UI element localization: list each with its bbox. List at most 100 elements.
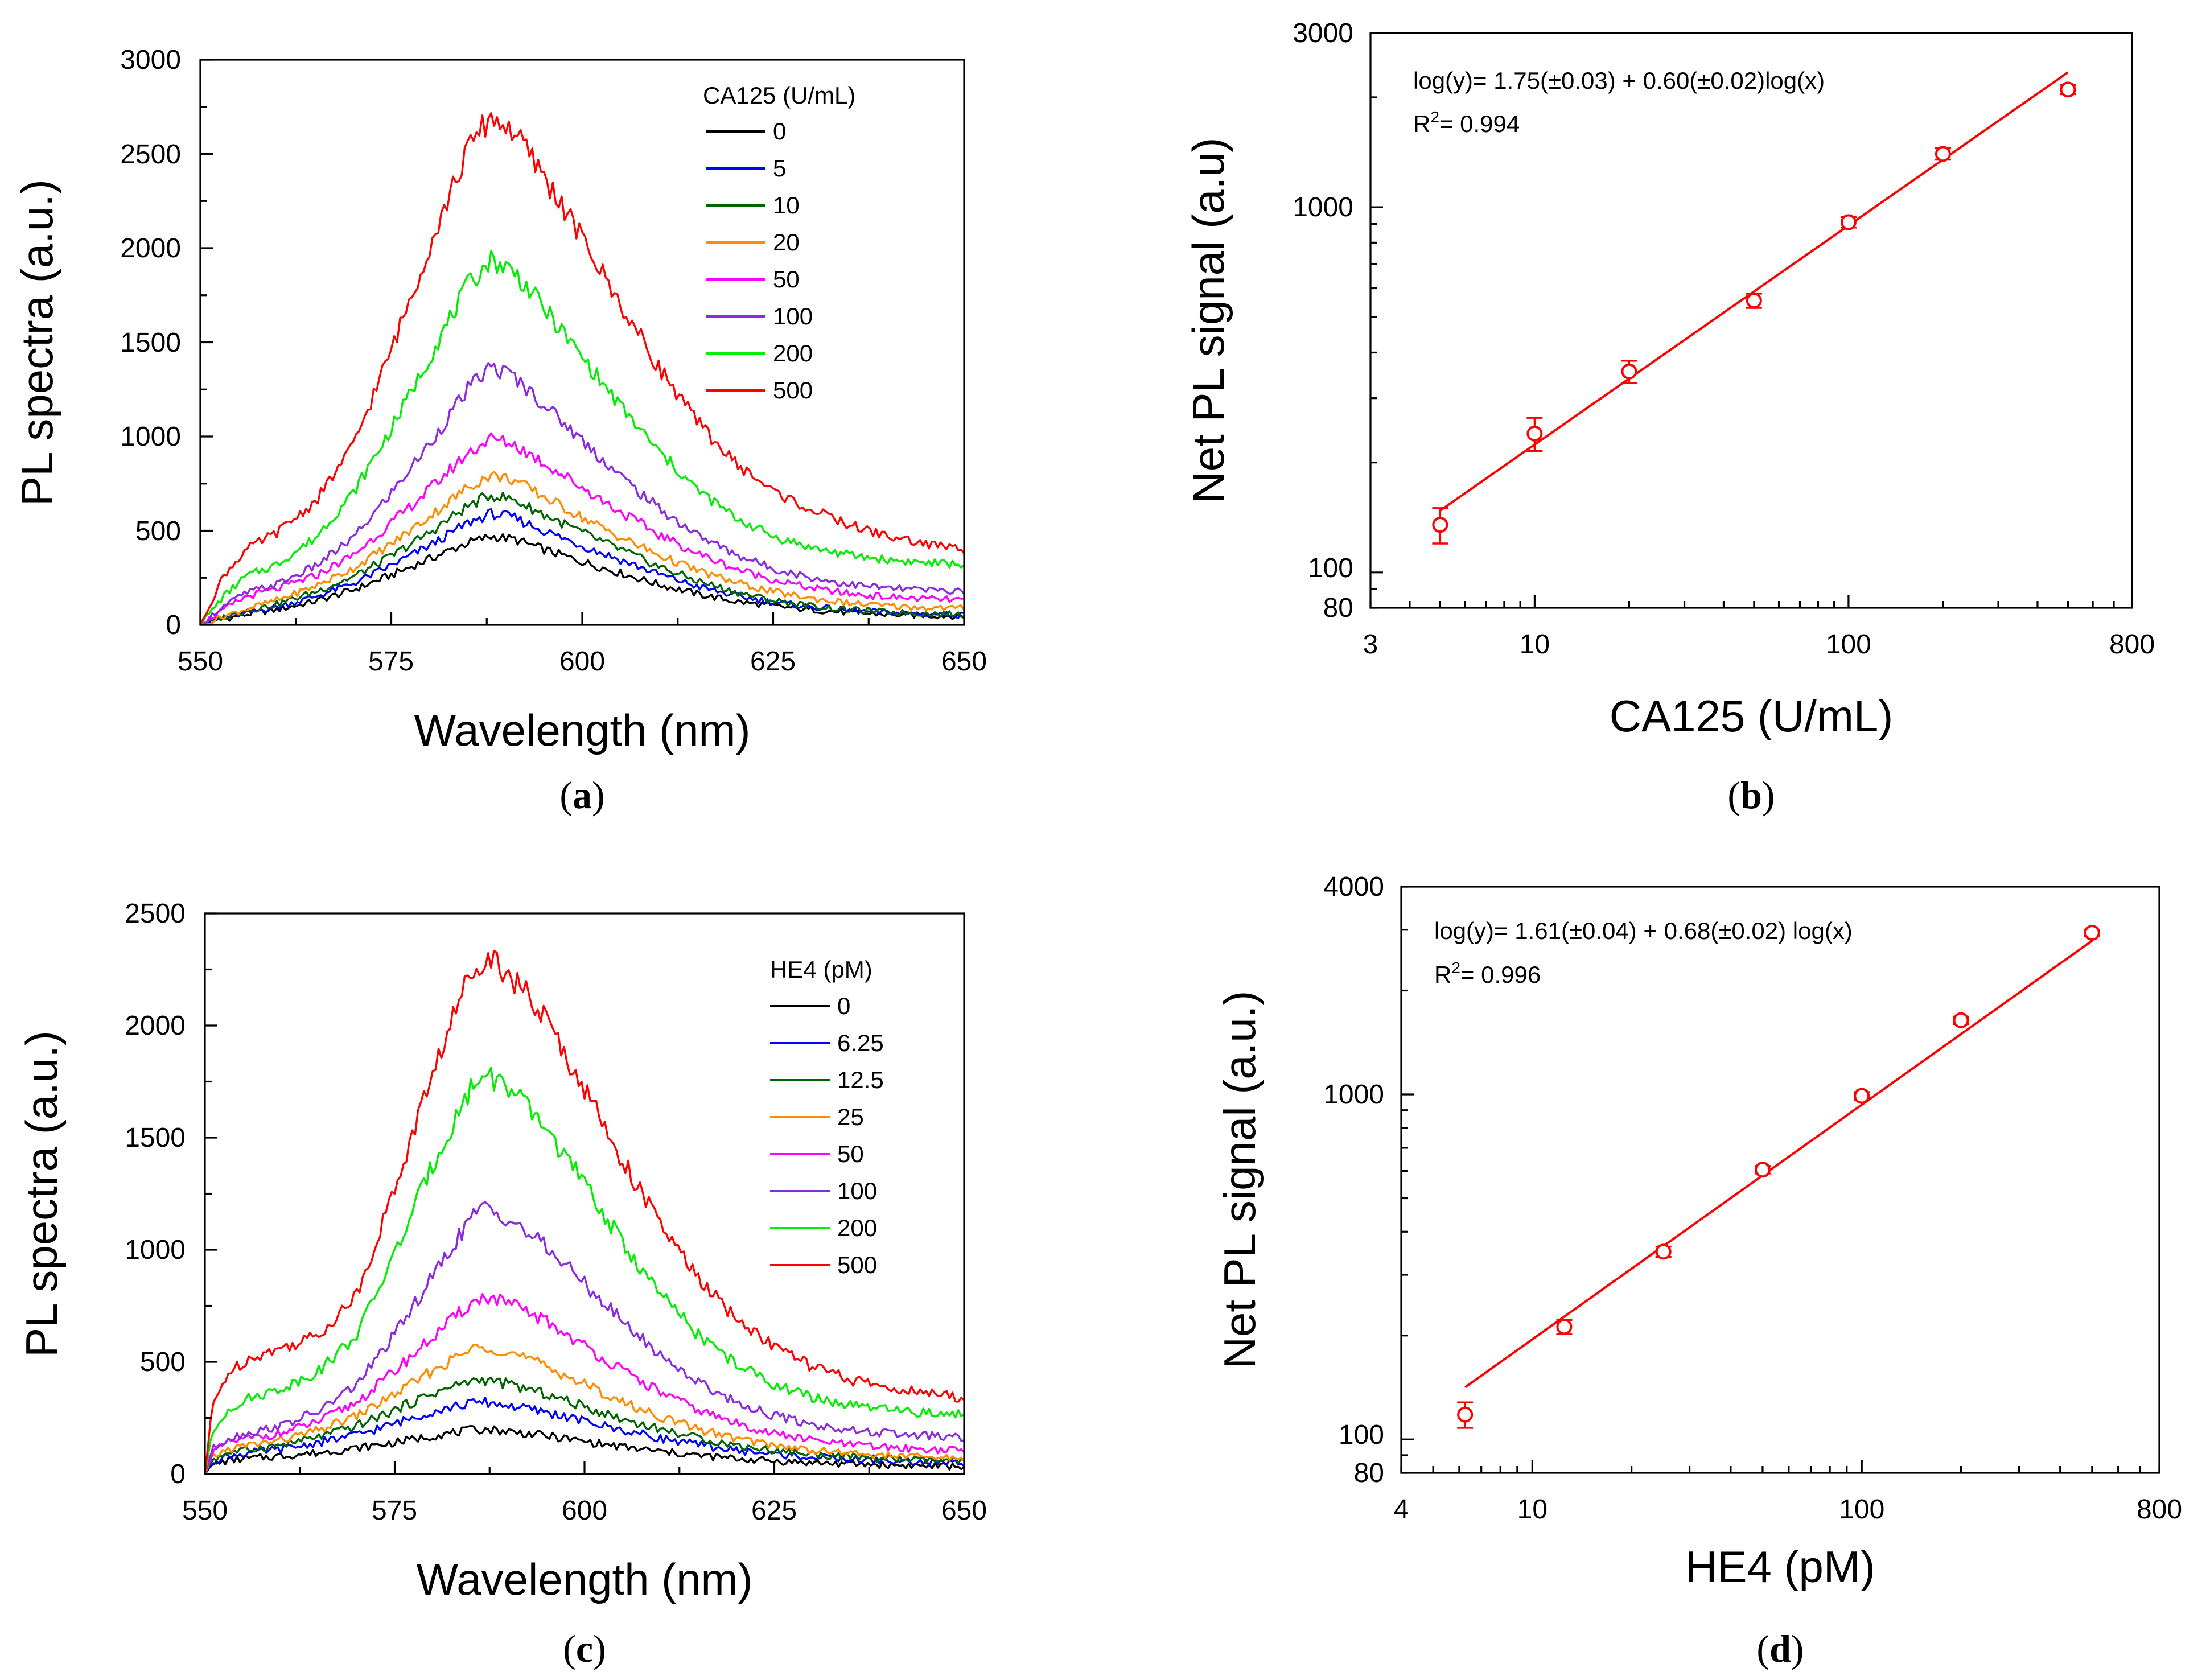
fit-line bbox=[1464, 940, 2093, 1389]
y-tick-label: 100 bbox=[1308, 553, 1353, 583]
data-point bbox=[2060, 81, 2076, 98]
series-line-0 bbox=[204, 1424, 965, 1475]
y-tick-labels-d: 80 100 1000 4000 bbox=[1323, 872, 1384, 1488]
legend-label: 500 bbox=[773, 377, 813, 403]
fit-line-b bbox=[1439, 71, 2069, 512]
r-squared-d: R2= 0.996 bbox=[1434, 959, 1541, 988]
series-line-25 bbox=[204, 1344, 965, 1475]
y-tick-labels-b: 80 100 1000 3000 bbox=[1293, 18, 1353, 623]
data-point bbox=[1754, 1162, 1771, 1178]
legend-label: 10 bbox=[773, 192, 800, 219]
x-tick-label: 800 bbox=[2137, 1494, 2182, 1525]
series-line-50 bbox=[204, 1293, 965, 1475]
y-tick-labels-a: 0 500 1000 1500 2000 2500 3000 bbox=[120, 45, 181, 640]
x-tick-labels-a: 550 575 600 625 650 bbox=[178, 647, 987, 677]
legend-label: 50 bbox=[837, 1140, 864, 1167]
x-axis-label-d: HE4 (pM) bbox=[1685, 1542, 1875, 1592]
data-point bbox=[1854, 1088, 1870, 1104]
x-tick-labels-b: 3 10 100 800 bbox=[1363, 629, 2155, 660]
y-tick-label: 1000 bbox=[1293, 192, 1353, 223]
y-tick-label: 1500 bbox=[120, 328, 181, 358]
series-line-200 bbox=[199, 249, 965, 626]
y-tick-label: 3000 bbox=[120, 45, 181, 75]
panel-letter-c: c bbox=[576, 1627, 593, 1670]
y-tick-labels-c: 0 500 1000 1500 2000 2500 bbox=[125, 899, 186, 1489]
legend-title: HE4 (pM) bbox=[770, 956, 872, 983]
plot-frame-b bbox=[1369, 32, 2133, 609]
y-tick-label: 1000 bbox=[1323, 1080, 1384, 1110]
data-point bbox=[2084, 925, 2100, 941]
r2-prefix: R bbox=[1434, 961, 1451, 988]
y-tick-label: 100 bbox=[1339, 1420, 1384, 1450]
legend-label: 200 bbox=[773, 340, 813, 367]
y-tick-label: 0 bbox=[166, 610, 181, 640]
x-tick-label: 3 bbox=[1363, 629, 1378, 660]
x-axis-label-a: Wavelength (nm) bbox=[414, 705, 751, 755]
x-tick-labels-c: 550 575 600 625 650 bbox=[182, 1496, 987, 1526]
data-point bbox=[1655, 1243, 1672, 1260]
data-point bbox=[1556, 1319, 1573, 1335]
y-axis-label-d: Net PL signal (a.u.) bbox=[1215, 991, 1265, 1369]
x-tick-label: 800 bbox=[2109, 629, 2155, 660]
r2-prefix: R bbox=[1413, 110, 1430, 137]
legend-label: 6.25 bbox=[837, 1030, 884, 1056]
fit-equation-b: log(y)= 1.75(±0.03) + 0.60(±0.02)log(x) bbox=[1413, 67, 1825, 94]
y-axis-label-c: PL spectra (a.u.) bbox=[17, 1031, 67, 1357]
panel-b: 3 10 100 800 80 100 1000 3000 CA125 (U/m… bbox=[1183, 18, 2155, 817]
fit-equation-d: log(y)= 1.61(±0.04) + 0.68(±0.02) log(x) bbox=[1434, 917, 1853, 944]
axis-ticks-a bbox=[199, 59, 965, 626]
series-line-100 bbox=[199, 362, 965, 626]
axis-ticks-d bbox=[1400, 886, 2160, 1474]
y-axis-label-a: PL spectra (a.u.) bbox=[12, 179, 62, 506]
panel-label-c: (c) bbox=[563, 1627, 606, 1670]
data-points-b bbox=[1432, 81, 2076, 545]
series-line-50 bbox=[200, 432, 965, 626]
y-tick-label: 1000 bbox=[125, 1235, 186, 1265]
panel-label-b: (b) bbox=[1727, 773, 1775, 817]
x-tick-label: 4 bbox=[1394, 1494, 1409, 1525]
r2-value: = 0.994 bbox=[1439, 110, 1520, 137]
x-axis-label-c: Wavelength (nm) bbox=[417, 1554, 753, 1604]
x-axis-label-b: CA125 (U/mL) bbox=[1610, 691, 1893, 741]
legend-c: HE4 (pM) 0 6.25 12.5 25 50 100 200 500 bbox=[770, 956, 884, 1278]
y-tick-label: 3000 bbox=[1293, 18, 1353, 48]
x-tick-label: 625 bbox=[751, 1496, 797, 1526]
y-tick-label: 2000 bbox=[125, 1011, 186, 1041]
data-point bbox=[1457, 1406, 1474, 1423]
y-tick-label: 500 bbox=[140, 1347, 186, 1377]
legend-label: 20 bbox=[773, 229, 800, 256]
legend-label: 50 bbox=[773, 266, 800, 293]
panel-letter-b: b bbox=[1740, 773, 1762, 817]
series-line-12.5 bbox=[204, 1376, 965, 1475]
y-tick-label: 80 bbox=[1323, 593, 1353, 623]
legend-label: 100 bbox=[837, 1177, 877, 1204]
x-tick-label: 600 bbox=[562, 1496, 607, 1526]
x-tick-label: 100 bbox=[1826, 629, 1871, 660]
x-tick-label: 10 bbox=[1517, 1494, 1548, 1525]
series-line-0 bbox=[200, 533, 965, 626]
legend-label: 25 bbox=[837, 1103, 864, 1130]
data-point bbox=[1746, 293, 1762, 309]
series-line-500 bbox=[199, 112, 965, 625]
data-points-d bbox=[1457, 925, 2100, 1429]
y-tick-label: 1000 bbox=[120, 422, 181, 452]
x-tick-label: 650 bbox=[941, 647, 987, 677]
fit-line-d bbox=[1464, 940, 2093, 1389]
r-squared-b: R2= 0.994 bbox=[1413, 108, 1520, 137]
r2-superscript: 2 bbox=[1430, 108, 1439, 126]
r2-superscript: 2 bbox=[1451, 959, 1460, 977]
x-tick-label: 625 bbox=[750, 647, 796, 677]
panel-d: 4 10 100 800 80 100 1000 4000 HE4 (pM) N… bbox=[1215, 872, 2182, 1670]
panel-a: 550 575 600 625 650 0 500 1000 1500 2000… bbox=[12, 45, 987, 817]
legend-label: 200 bbox=[837, 1214, 877, 1241]
data-point bbox=[1621, 363, 1637, 380]
x-tick-label: 10 bbox=[1520, 629, 1550, 660]
data-point bbox=[1432, 517, 1448, 533]
panel-label-d: (d) bbox=[1756, 1627, 1804, 1670]
axis-ticks-b bbox=[1369, 32, 2133, 609]
series-lines-a bbox=[199, 112, 965, 626]
y-tick-label: 0 bbox=[170, 1459, 186, 1489]
x-tick-labels-d: 4 10 100 800 bbox=[1394, 1494, 2182, 1525]
y-tick-label: 1500 bbox=[125, 1123, 186, 1153]
panel-letter-a: a bbox=[573, 773, 592, 817]
